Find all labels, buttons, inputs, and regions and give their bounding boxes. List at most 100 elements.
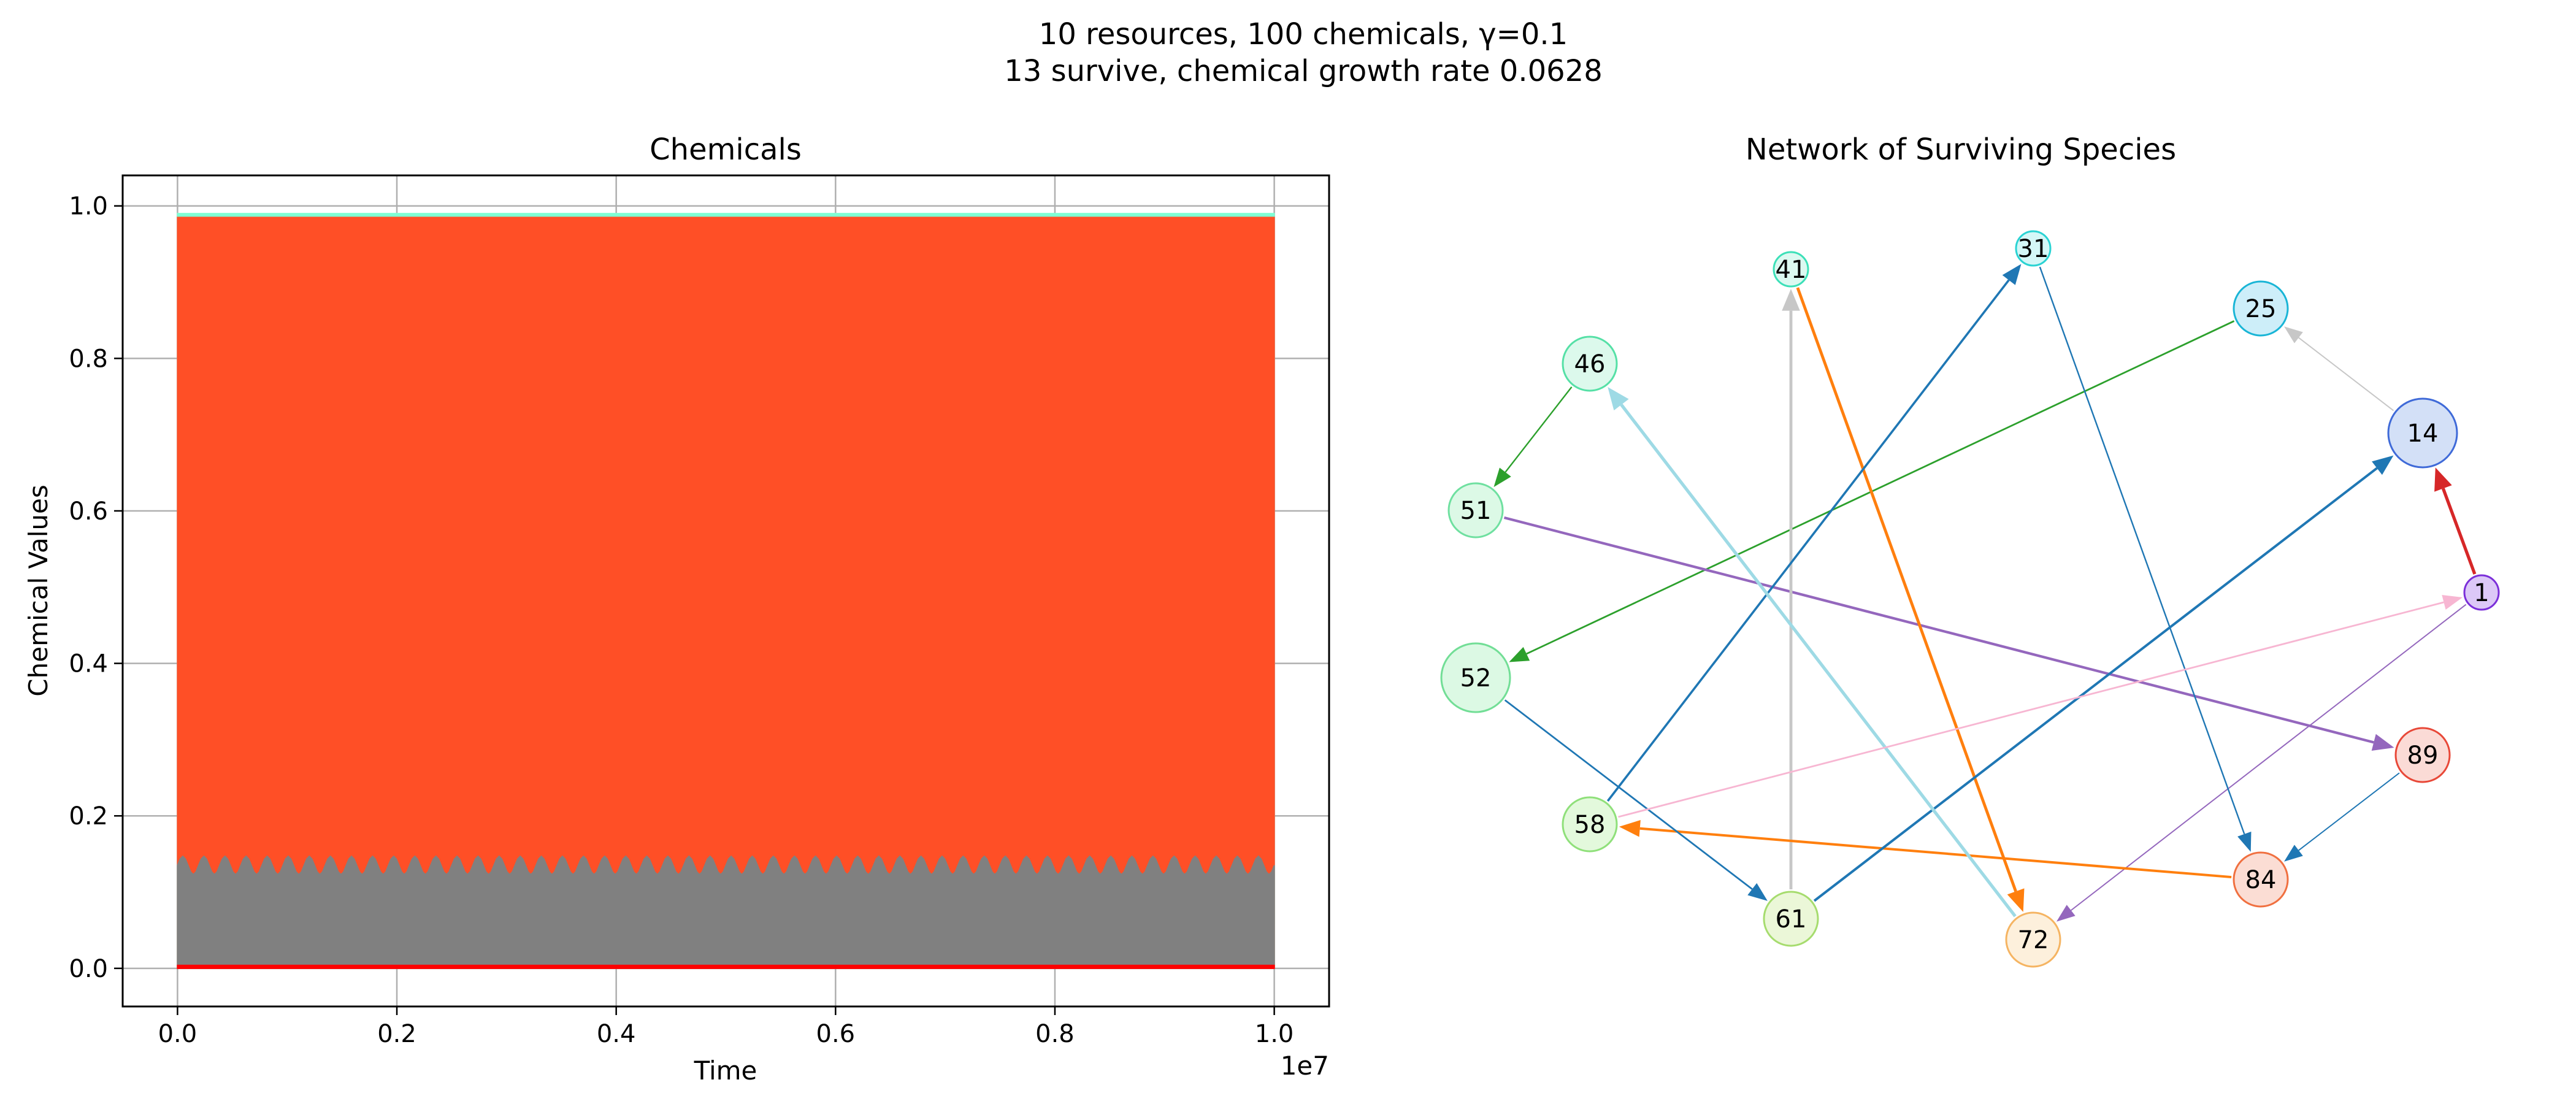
figure-title-line-1: 10 resources, 100 chemicals, γ=0.1 <box>1039 17 1568 52</box>
edge-line <box>2071 604 2467 911</box>
edge-1-72 <box>2056 604 2467 922</box>
chemicals-y-ticks: 0.0 0.2 0.4 0.6 0.8 1.0 <box>69 193 123 983</box>
y-tick-label: 0.4 <box>69 650 108 678</box>
edge-51-89 <box>1503 516 2394 751</box>
node-label: 52 <box>1460 664 1492 692</box>
y-tick-label: 1.0 <box>69 193 108 221</box>
edge-arrowhead <box>2371 734 2394 751</box>
node-46: 46 <box>1562 335 1618 392</box>
node-84: 84 <box>2233 851 2289 908</box>
node-label: 41 <box>1776 256 1807 284</box>
chemical-band-1 <box>177 217 1275 969</box>
edge-line <box>1503 516 2374 744</box>
node-label: 58 <box>1574 811 1606 839</box>
node-25: 25 <box>2233 280 2289 337</box>
edge-58-1 <box>1618 595 2463 818</box>
node-circle <box>2394 727 2451 783</box>
y-tick-label: 0.0 <box>69 955 108 983</box>
node-circle <box>1562 796 1618 853</box>
edge-52-61 <box>1504 699 1768 901</box>
chemicals-plot-frame <box>121 174 1330 1008</box>
edge-line <box>2441 488 2477 575</box>
edge-arrowhead <box>1608 387 1629 411</box>
node-label: 89 <box>2407 742 2439 770</box>
node-72: 72 <box>2005 911 2061 968</box>
x-tick-label: 0.2 <box>377 1020 416 1048</box>
edge-line <box>1813 467 2378 902</box>
node-label: 31 <box>2018 235 2049 263</box>
node-circle <box>2233 280 2289 337</box>
chemicals-chart-title: Chemicals <box>650 132 802 167</box>
x-tick-label: 0.0 <box>158 1020 197 1048</box>
edge-41-72 <box>1796 287 2025 912</box>
edge-46-51 <box>1493 386 1573 488</box>
node-circle <box>2387 397 2458 469</box>
edge-1-14 <box>2434 467 2477 575</box>
edge-line <box>1606 279 2010 802</box>
figure-title-line-2: 13 survive, chemical growth rate 0.0628 <box>1004 54 1603 88</box>
node-label: 25 <box>2245 295 2277 323</box>
edge-arrowhead <box>1782 289 1800 311</box>
edge-14-25 <box>2284 326 2394 412</box>
node-circle <box>2233 851 2289 908</box>
chemicals-x-ticks: 0.0 0.2 0.4 0.6 0.8 1.0 <box>158 1006 1294 1048</box>
network-nodes: 1 14 25 31 41 46 51 52 58 61 72 84 89 <box>1440 230 2500 968</box>
node-circle <box>2015 230 2052 267</box>
node-14: 14 <box>2387 397 2458 469</box>
network-chart-title: Network of Surviving Species <box>1746 132 2176 167</box>
x-tick-label: 0.6 <box>816 1020 856 1048</box>
edge-arrowhead <box>1619 819 1641 837</box>
chemicals-y-label: Chemical Values <box>23 485 53 696</box>
network-edges <box>1493 264 2477 922</box>
node-61: 61 <box>1763 891 1819 947</box>
edge-31-84 <box>2039 266 2252 852</box>
x-tick-label: 0.4 <box>597 1020 636 1048</box>
node-label: 14 <box>2407 420 2439 448</box>
x-tick-label: 1.0 <box>1255 1020 1294 1048</box>
chemical-band-3 <box>177 964 1275 969</box>
node-label: 46 <box>1574 350 1606 378</box>
node-label: 1 <box>2474 579 2489 607</box>
edge-arrowhead <box>2237 831 2252 852</box>
edge-line <box>1618 601 2444 818</box>
edge-arrowhead <box>2434 467 2452 492</box>
edge-line <box>1620 404 2017 918</box>
node-52: 52 <box>1440 642 1511 713</box>
edge-61-14 <box>1813 455 2394 902</box>
chemicals-x-label: Time <box>694 1056 757 1086</box>
edge-line <box>1504 699 1753 890</box>
edge-61-41 <box>1782 289 1800 889</box>
node-circle <box>1763 891 1819 947</box>
edge-arrowhead <box>2002 264 2022 285</box>
edge-84-58 <box>1619 819 2232 879</box>
edge-arrowhead <box>2284 326 2303 343</box>
edge-line <box>1639 827 2232 879</box>
node-89: 89 <box>2394 727 2451 783</box>
edge-arrowhead <box>2442 595 2463 610</box>
edge-arrowhead <box>1509 646 1530 662</box>
edge-25-52 <box>1509 320 2235 662</box>
y-tick-label: 0.2 <box>69 802 108 830</box>
edge-line <box>2298 772 2400 851</box>
node-31: 31 <box>2015 230 2052 267</box>
node-1: 1 <box>2463 574 2500 611</box>
edge-72-46 <box>1608 387 2017 918</box>
y-tick-label: 0.6 <box>69 497 108 526</box>
node-label: 51 <box>1460 497 1492 525</box>
edge-arrowhead <box>2007 888 2025 912</box>
edge-line <box>2039 266 2245 835</box>
chemicals-bands <box>177 213 1275 969</box>
edge-89-84 <box>2284 772 2400 862</box>
y-tick-label: 0.8 <box>69 345 108 373</box>
node-label: 61 <box>1776 905 1807 933</box>
node-circle <box>1447 482 1504 539</box>
node-circle <box>2463 574 2500 611</box>
chemicals-chart: Chemicals 0.0 0.2 0.4 0.6 0.8 1.0 0.00.20.40.… <box>23 132 1330 1086</box>
node-label: 72 <box>2018 926 2049 954</box>
edge-arrowhead <box>1493 467 1511 488</box>
node-circle <box>1773 251 1809 288</box>
node-51: 51 <box>1447 482 1504 539</box>
edge-arrowhead <box>2056 905 2076 922</box>
node-58: 58 <box>1562 796 1618 853</box>
